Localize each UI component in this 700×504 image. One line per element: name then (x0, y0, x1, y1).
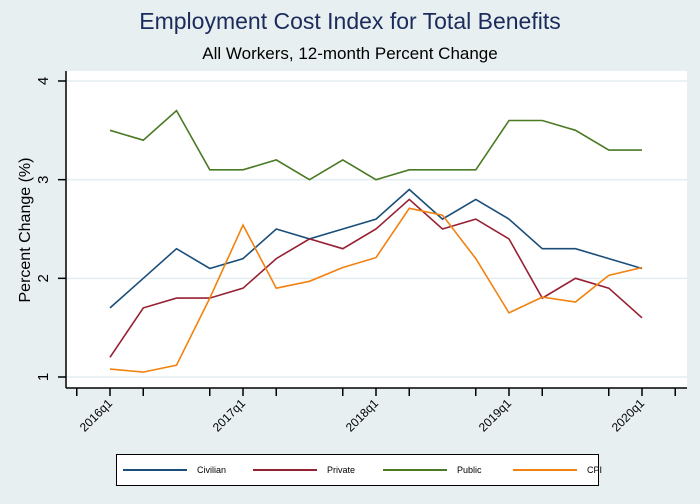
legend-item-cpi: CPI (513, 465, 602, 475)
x-tick-label: 2018q1 (343, 396, 381, 434)
series-lines (109, 109, 643, 373)
x-tick-label: 2019q1 (476, 396, 514, 434)
legend-label-cpi: CPI (587, 465, 603, 475)
legend-label-private: Private (327, 465, 356, 475)
legend: Civilian Private Public CPI (116, 454, 602, 486)
series-line-private (109, 198, 643, 358)
legend-swatch-public (383, 469, 447, 471)
x-tick-label: 2016q1 (77, 396, 115, 434)
chart-subtitle: All Workers, 12-month Percent Change (202, 44, 498, 63)
y-tick-label: 3 (35, 175, 52, 183)
chart-svg: 1 2 3 4 2016q1 2017q1 2018q1 2019q1 2020q1 Perc… (17, 71, 687, 434)
legend-label-civilian: Civilian (197, 465, 227, 475)
legend-item-private: Private (253, 465, 383, 475)
series-line-civilian (109, 188, 643, 309)
x-ticks: 2016q1 2017q1 2018q1 2019q1 2020q1 (76, 388, 676, 434)
y-axis-label: Percent Change (%) (17, 158, 34, 303)
y-tick-label: 4 (35, 77, 52, 85)
y-tick-label: 2 (35, 274, 52, 282)
legend-swatch-private (253, 469, 317, 471)
legend-item-civilian: Civilian (123, 465, 253, 475)
x-tick-label: 2020q1 (609, 396, 647, 434)
x-tick-label: 2017q1 (210, 396, 248, 434)
y-ticks: 1 2 3 4 (35, 77, 66, 381)
legend-swatch-cpi (513, 469, 577, 471)
legend-swatch-civilian (123, 469, 187, 471)
series-line-public (109, 109, 642, 181)
legend-label-public: Public (457, 465, 482, 475)
legend-item-public: Public (383, 465, 513, 475)
y-tick-label: 1 (35, 373, 52, 381)
chart-title: Employment Cost Index for Total Benefits (139, 8, 561, 34)
series-line-cpi (109, 207, 643, 373)
